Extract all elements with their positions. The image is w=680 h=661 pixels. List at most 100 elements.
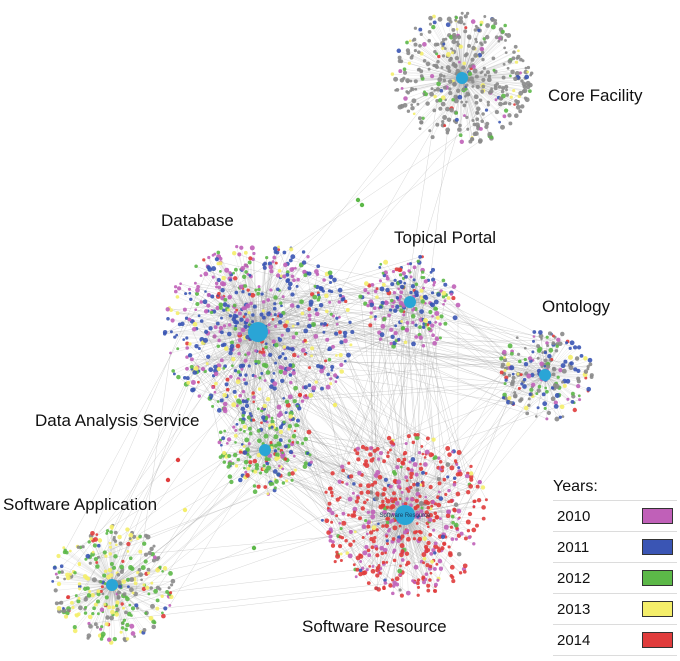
network-node [238,477,243,483]
network-node [558,415,562,419]
network-node [143,552,149,557]
network-node [323,321,327,326]
network-node [227,461,232,466]
network-node [476,106,481,112]
network-node [240,406,246,412]
network-node [419,288,424,293]
network-node [400,319,404,323]
network-node [379,332,385,338]
network-node [448,87,452,91]
network-node [402,313,406,317]
network-node [469,477,474,482]
network-node [507,396,512,401]
network-node [334,380,338,383]
network-node [319,368,324,374]
network-edge [111,584,153,607]
network-node [511,56,516,61]
network-node [281,295,285,299]
network-edge [218,263,259,333]
network-node [99,607,105,613]
network-node [504,375,509,380]
network-node [245,303,251,309]
network-node [449,20,453,24]
network-edge [398,50,463,79]
network-edge [111,551,141,586]
network-node [269,288,273,292]
network-node [541,392,546,397]
network-edge [88,589,379,624]
network-node [452,315,458,321]
network-node [428,309,433,315]
network-node [273,295,278,300]
network-node [519,397,524,402]
network-node [177,322,182,327]
network-node [437,481,442,486]
network-edge [196,331,259,347]
network-node [244,403,250,409]
network-node [380,323,386,329]
network-node [538,330,543,335]
network-edge [264,449,308,454]
network-node [543,364,547,368]
network-edge [148,428,277,574]
network-node [478,126,483,131]
network-node [269,269,274,274]
network-edge [107,454,311,618]
network-node [227,474,233,479]
network-edge [205,371,436,570]
network-node [138,534,142,539]
network-node [303,328,309,334]
network-edge [248,312,457,465]
network-edge [110,487,276,555]
network-node [277,245,280,249]
network-node [432,283,436,287]
network-node [217,440,222,445]
network-node [338,293,343,298]
network-node [311,322,316,327]
network-edge [148,291,332,574]
network-node [338,315,341,319]
network-node [199,274,203,277]
network-node [484,498,488,502]
network-node [402,452,406,456]
network-node [412,112,416,116]
network-edge [257,331,329,375]
network-edge [224,283,505,358]
network-node [196,284,200,289]
network-node [501,86,506,91]
network-edge [360,296,384,506]
network-edge [461,29,476,79]
network-node [227,308,231,312]
network-node [275,273,281,278]
network-node [345,308,350,312]
network-edge [461,31,504,79]
network-node [399,543,405,549]
network-edge [111,584,164,617]
network-node [410,284,416,289]
network-node [409,89,412,93]
network-node [274,261,278,265]
network-node [168,603,172,607]
network-node [214,257,219,262]
network-node [236,457,241,462]
network-node [483,73,487,77]
network-edge [235,331,259,397]
network-node [307,313,312,318]
network-node [419,51,424,56]
network-edge [461,26,477,79]
network-edge [125,582,395,613]
network-node [220,343,225,348]
network-node [394,267,399,272]
network-node [390,334,395,340]
network-edge [544,374,563,407]
network-edge [111,584,158,609]
network-node [112,636,117,642]
network-edge [209,331,259,399]
network-node [381,271,385,275]
network-edge [544,374,558,420]
network-edge [393,301,411,347]
network-node [271,260,275,264]
network-edge [186,318,259,333]
network-edge [216,259,377,476]
network-node [277,269,282,273]
